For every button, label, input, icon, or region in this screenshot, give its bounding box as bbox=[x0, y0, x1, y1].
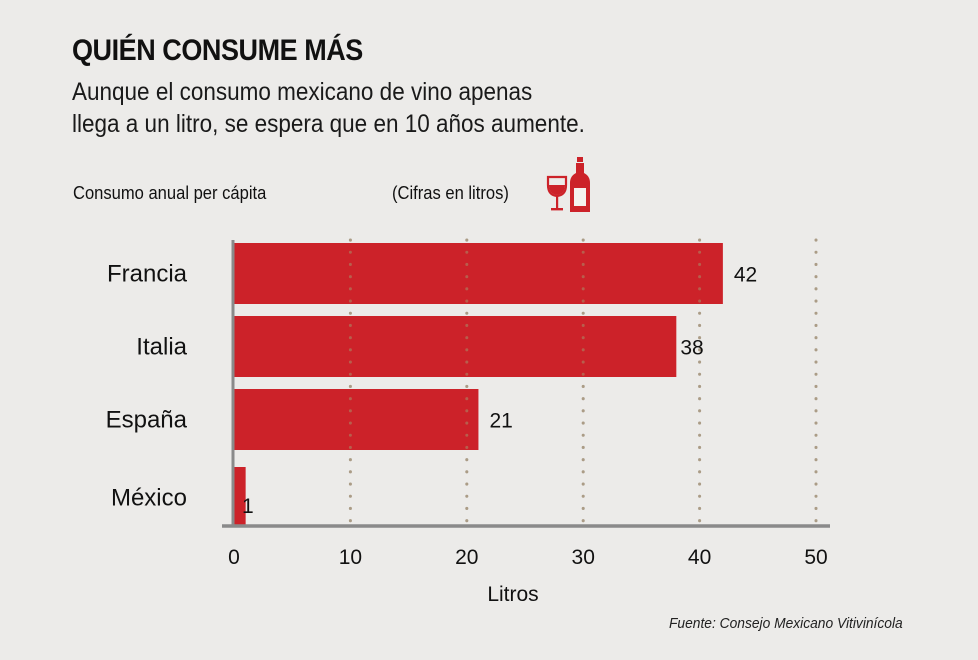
category-label: España bbox=[106, 407, 188, 434]
category-label: México bbox=[111, 485, 187, 512]
value-label: 42 bbox=[734, 264, 757, 287]
measure-label: Consumo anual per cápita bbox=[73, 183, 267, 203]
category-label: Francia bbox=[107, 261, 188, 288]
units-label: (Cifras en litros) bbox=[392, 183, 509, 203]
x-axis-title: Litros bbox=[487, 583, 538, 606]
wine-glass-and-bottle-icon bbox=[546, 157, 590, 212]
bar-francia bbox=[234, 243, 723, 304]
subtitle-line-1: Aunque el consumo mexicano de vino apena… bbox=[72, 78, 533, 106]
x-tick-label: 40 bbox=[688, 546, 711, 569]
value-label: 21 bbox=[489, 410, 512, 433]
value-label: 38 bbox=[680, 337, 703, 360]
bar-españa bbox=[234, 389, 479, 450]
chart-title: QUIÉN CONSUME MÁS bbox=[72, 34, 363, 67]
x-tick-label: 20 bbox=[455, 546, 478, 569]
x-tick-label: 50 bbox=[804, 546, 827, 569]
subtitle-line-2: llega a un litro, se espera que en 10 añ… bbox=[72, 110, 585, 138]
category-label: Italia bbox=[136, 334, 187, 361]
source-note: Fuente: Consejo Mexicano Vitivinícola bbox=[669, 615, 903, 632]
wine-bottle-icon bbox=[570, 157, 590, 212]
x-tick-label: 0 bbox=[228, 546, 240, 569]
axes bbox=[222, 240, 830, 528]
gridlines-over-bars bbox=[348, 238, 818, 526]
x-tick-label: 30 bbox=[572, 546, 595, 569]
bars bbox=[234, 243, 723, 526]
bar-italia bbox=[234, 316, 677, 377]
wine-glass-icon bbox=[546, 175, 568, 211]
value-label: 1 bbox=[242, 495, 254, 518]
x-tick-label: 10 bbox=[339, 546, 362, 569]
chart-subtitle: Aunque el consumo mexicano de vino apena… bbox=[72, 76, 720, 140]
bar-méxico bbox=[234, 467, 246, 526]
